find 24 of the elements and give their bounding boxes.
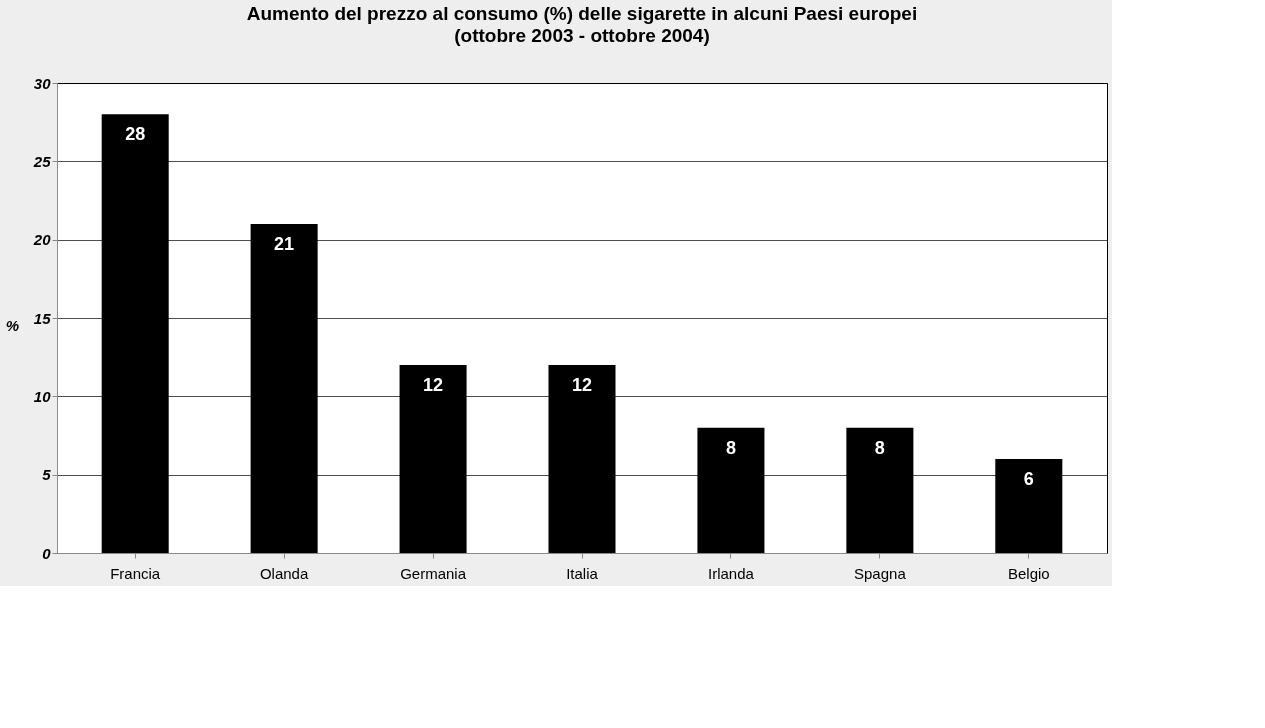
y-tick-label: 20 bbox=[32, 231, 52, 249]
data-label: 12 bbox=[423, 375, 444, 395]
data-label: 12 bbox=[571, 375, 593, 395]
y-tick-label: 5 bbox=[42, 466, 52, 484]
x-tick-label: Spagna bbox=[854, 564, 907, 582]
x-tick-label: Francia bbox=[110, 564, 161, 582]
y-tick-label: 0 bbox=[42, 544, 52, 562]
x-tick-label: Germania bbox=[400, 564, 467, 582]
y-tick-label: 25 bbox=[32, 152, 52, 170]
data-label: 28 bbox=[125, 124, 146, 145]
data-label: 21 bbox=[274, 234, 295, 254]
x-tick-label: Olanda bbox=[259, 564, 309, 582]
data-label: 6 bbox=[1023, 469, 1034, 489]
data-label: 8 bbox=[725, 437, 736, 458]
x-tick-label: Irlanda bbox=[708, 564, 755, 582]
y-tick-label: 30 bbox=[33, 74, 52, 92]
data-label: 8 bbox=[874, 437, 885, 458]
y-tick-label: 15 bbox=[33, 309, 52, 327]
x-tick-label: Belgio bbox=[1007, 564, 1050, 582]
chart-subtitle: (ottobre 2003 - ottobre 2004) bbox=[454, 25, 710, 46]
y-axis-title: % bbox=[5, 316, 20, 334]
chart-title: Aumento del prezzo al consumo (%) delle sigarette in alcuni Paesi europei bbox=[246, 3, 918, 24]
y-tick-label: 10 bbox=[33, 387, 52, 405]
x-tick-label: Italia bbox=[566, 564, 599, 582]
